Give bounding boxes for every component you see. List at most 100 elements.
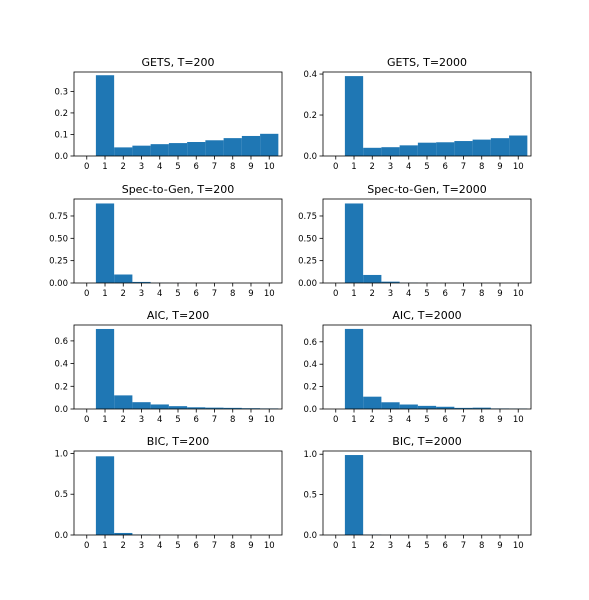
y-tick-label: 0.4 [54,360,68,370]
y-tick-label: 0.4 [303,360,317,370]
x-tick-label: 7 [212,415,217,425]
x-tick-label: 8 [230,289,235,299]
x-tick-label: 5 [175,415,180,425]
bar [114,274,133,283]
bar [436,406,455,409]
bar [132,281,151,283]
x-tick-label: 1 [351,541,356,551]
subplot-title: AIC, T=200 [147,309,209,322]
subplot-title: GETS, T=2000 [387,56,467,69]
x-tick-label: 8 [479,541,484,551]
x-tick-label: 6 [443,541,448,551]
x-tick-label: 7 [461,415,466,425]
x-tick-label: 10 [264,289,275,299]
x-tick-label: 2 [370,415,375,425]
x-tick-label: 2 [370,289,375,299]
x-tick-label: 7 [212,162,217,172]
bar [399,404,418,409]
x-tick-label: 0 [84,289,89,299]
x-tick-label: 1 [102,415,107,425]
x-tick-label: 10 [513,162,524,172]
bar [205,140,224,156]
y-tick-label: 0.1 [54,130,68,140]
y-tick-label: 0.4 [303,70,317,80]
bar [344,76,364,156]
bar [417,405,437,409]
y-tick-label: 0.0 [54,152,68,162]
bar [344,203,364,283]
y-tick-label: 0.3 [54,87,68,97]
y-tick-label: 0.5 [54,490,68,500]
x-tick-label: 4 [406,541,411,551]
x-tick-label: 6 [194,162,199,172]
x-tick-label: 2 [121,415,126,425]
x-tick-label: 8 [479,289,484,299]
bar [363,147,382,156]
bar [490,138,510,156]
subplot-title: GETS, T=200 [141,56,214,69]
x-tick-label: 6 [194,289,199,299]
bar [381,281,400,283]
bar [344,455,364,535]
y-tick-label: 1.0 [54,449,68,459]
x-tick-label: 2 [370,541,375,551]
subplot-5: AIC, T=2000 0 1 2 3 4 5 6 7 8 9 10 0.0 0.2 0.4 0.6 [303,309,532,425]
bar [150,404,169,409]
y-tick-label: 0.2 [303,111,317,121]
x-tick-label: 2 [370,162,375,172]
bar [381,402,400,409]
x-tick-label: 6 [443,415,448,425]
y-tick-label: 0.2 [303,383,317,393]
bar [472,139,491,156]
subplot-7: BIC, T=2000 0 1 2 3 4 5 6 7 8 9 10 0.0 0.5 1.0 [303,435,532,551]
x-tick-label: 0 [333,289,338,299]
x-tick-label: 3 [388,415,393,425]
bar [205,407,224,409]
x-tick-label: 5 [175,541,180,551]
x-tick-label: 6 [443,162,448,172]
bar [436,142,455,156]
x-tick-label: 8 [479,162,484,172]
y-tick-label: 0.50 [298,234,317,244]
bar [168,406,188,409]
x-tick-label: 5 [175,162,180,172]
bar [187,142,206,156]
x-tick-label: 5 [175,289,180,299]
x-tick-label: 1 [102,541,107,551]
y-tick-label: 0.5 [303,491,317,501]
x-tick-label: 1 [351,289,356,299]
x-tick-label: 3 [388,162,393,172]
x-tick-label: 6 [194,415,199,425]
x-tick-label: 1 [102,162,107,172]
x-tick-label: 10 [513,289,524,299]
y-tick-label: 0.0 [303,152,317,162]
x-tick-label: 4 [157,415,162,425]
bar [114,532,133,535]
x-tick-label: 3 [388,289,393,299]
y-tick-label: 0.0 [54,531,68,541]
x-tick-label: 0 [84,162,89,172]
y-tick-label: 0.2 [54,382,68,392]
x-tick-label: 4 [406,162,411,172]
y-tick-label: 0.75 [49,212,68,222]
bar [95,456,115,535]
x-tick-label: 7 [212,289,217,299]
bar [472,407,491,409]
bar [168,143,188,156]
x-tick-label: 4 [406,415,411,425]
x-tick-label: 7 [461,541,466,551]
x-tick-label: 0 [84,541,89,551]
x-tick-label: 4 [157,541,162,551]
bar [95,75,115,156]
subplot-title: AIC, T=2000 [392,309,461,322]
subplot-title: Spec-to-Gen, T=2000 [367,183,487,196]
x-tick-label: 7 [461,162,466,172]
x-tick-label: 10 [264,541,275,551]
subplot-1: GETS, T=2000 0 1 2 3 4 5 6 7 8 9 10 0.0 0.2 0.4 [303,56,532,172]
bar [381,147,400,156]
y-tick-label: 0.50 [49,234,68,244]
x-tick-label: 3 [388,541,393,551]
bar [241,135,261,156]
x-tick-label: 10 [513,541,524,551]
